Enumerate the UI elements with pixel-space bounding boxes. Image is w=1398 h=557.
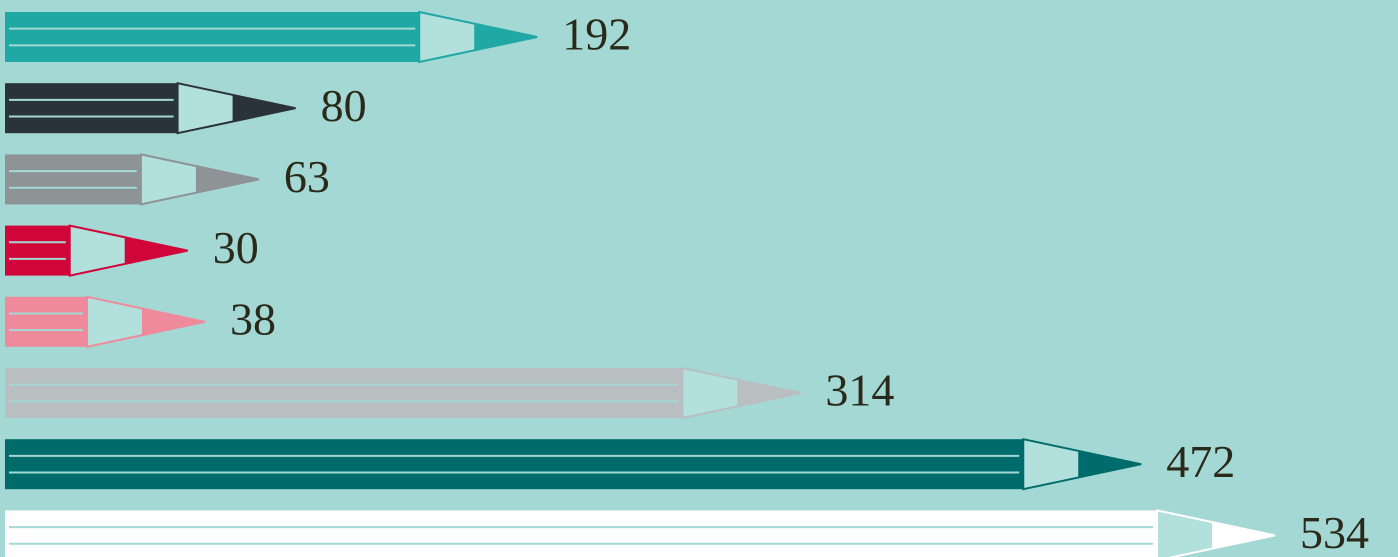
bar xyxy=(5,226,70,276)
bar xyxy=(5,510,1157,557)
bar xyxy=(5,368,682,418)
value-label: 314 xyxy=(825,365,894,416)
pencil xyxy=(5,439,1141,489)
bar xyxy=(5,12,419,62)
value-label: 192 xyxy=(562,9,631,60)
bar xyxy=(5,297,87,347)
bar xyxy=(5,439,1023,489)
value-label: 534 xyxy=(1300,507,1369,557)
value-label: 63 xyxy=(284,151,330,202)
pencil xyxy=(5,12,537,62)
bar xyxy=(5,83,178,133)
value-label: 38 xyxy=(230,293,276,344)
value-label: 80 xyxy=(321,80,367,131)
value-label: 30 xyxy=(213,222,259,273)
pencil xyxy=(5,510,1275,557)
chart: 192 80 63 30 38 314 472 534 xyxy=(0,0,1398,557)
value-label: 472 xyxy=(1166,436,1235,487)
bar xyxy=(5,154,141,204)
pencil xyxy=(5,368,800,418)
